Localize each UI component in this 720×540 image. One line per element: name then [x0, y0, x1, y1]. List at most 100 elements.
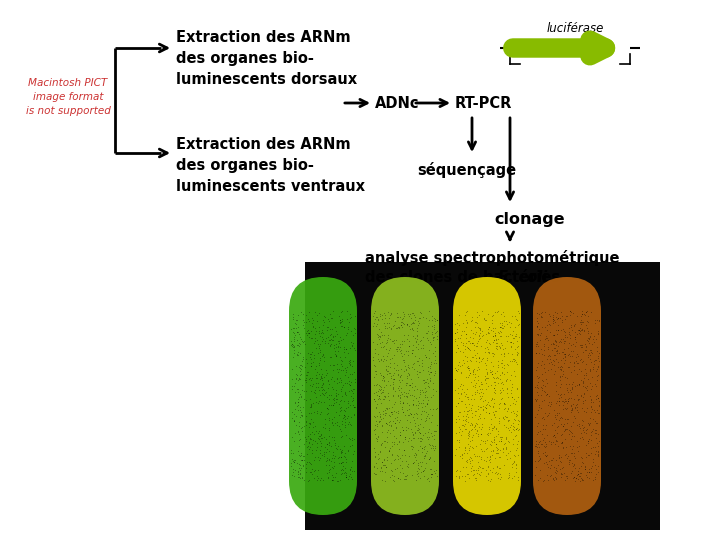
Point: [490, 431, 502, 440]
Point: [449, 386, 461, 395]
Point: [339, 389, 351, 397]
Point: [534, 438, 545, 447]
Point: [556, 318, 567, 326]
Point: [309, 389, 320, 397]
Point: [571, 403, 582, 411]
Point: [313, 431, 325, 440]
Point: [421, 432, 433, 441]
Point: [379, 375, 390, 384]
Point: [550, 347, 562, 355]
Point: [298, 456, 310, 464]
Point: [538, 421, 549, 430]
Point: [578, 390, 590, 399]
Point: [338, 344, 350, 353]
Point: [562, 399, 573, 408]
Point: [292, 348, 304, 356]
Point: [534, 455, 545, 464]
Point: [414, 458, 426, 467]
Point: [473, 389, 485, 397]
Point: [456, 390, 467, 399]
Point: [559, 355, 571, 364]
Point: [549, 472, 561, 481]
Point: [485, 447, 497, 455]
Point: [415, 434, 426, 443]
Point: [467, 442, 478, 451]
Point: [493, 342, 505, 350]
Point: [428, 435, 440, 443]
Point: [371, 390, 382, 399]
Point: [485, 401, 496, 410]
Point: [423, 307, 434, 315]
Point: [498, 349, 510, 357]
Point: [336, 448, 347, 456]
Point: [488, 378, 500, 387]
Point: [585, 384, 597, 393]
Point: [531, 410, 543, 418]
Point: [402, 309, 413, 318]
Point: [409, 450, 420, 459]
Point: [413, 469, 424, 477]
Point: [487, 348, 498, 357]
Point: [295, 455, 307, 464]
Point: [593, 437, 604, 445]
Point: [538, 477, 549, 485]
Point: [305, 354, 317, 363]
Point: [409, 457, 420, 466]
Point: [407, 319, 418, 327]
Point: [332, 342, 343, 351]
Point: [415, 309, 427, 318]
Point: [411, 330, 423, 339]
Point: [572, 370, 583, 379]
Point: [453, 414, 464, 423]
Point: [572, 467, 583, 475]
Point: [340, 391, 351, 400]
Point: [460, 329, 472, 338]
Point: [371, 404, 382, 413]
Point: [566, 449, 577, 457]
Point: [530, 340, 541, 349]
Point: [544, 352, 556, 361]
Point: [474, 353, 485, 362]
Point: [467, 382, 479, 390]
Point: [289, 399, 301, 408]
Point: [388, 336, 400, 345]
Text: Extraction des ARNm: Extraction des ARNm: [176, 137, 351, 152]
Point: [426, 431, 438, 440]
Point: [542, 343, 554, 352]
Point: [562, 454, 573, 462]
Point: [584, 414, 595, 423]
Point: [307, 446, 318, 455]
Point: [287, 353, 299, 361]
Point: [373, 433, 384, 441]
Point: [315, 431, 327, 440]
Point: [455, 368, 467, 376]
Point: [326, 454, 338, 463]
Point: [588, 331, 600, 340]
Point: [552, 329, 563, 338]
Point: [486, 319, 498, 328]
Point: [420, 417, 431, 426]
Point: [417, 467, 428, 475]
Point: [511, 360, 523, 368]
Point: [388, 407, 400, 415]
Point: [535, 383, 546, 391]
Point: [499, 415, 510, 423]
Point: [323, 405, 334, 414]
Point: [474, 395, 486, 403]
Point: [536, 323, 548, 332]
Point: [496, 323, 508, 332]
Point: [580, 383, 592, 392]
Point: [545, 437, 557, 446]
Point: [338, 462, 349, 470]
Point: [336, 432, 348, 441]
Point: [337, 417, 348, 426]
Point: [329, 347, 341, 355]
Point: [328, 475, 339, 484]
Point: [539, 322, 550, 331]
Point: [301, 368, 312, 376]
Point: [560, 380, 572, 389]
Point: [375, 388, 387, 397]
Point: [482, 470, 494, 478]
Point: [498, 361, 510, 370]
Point: [288, 410, 300, 418]
